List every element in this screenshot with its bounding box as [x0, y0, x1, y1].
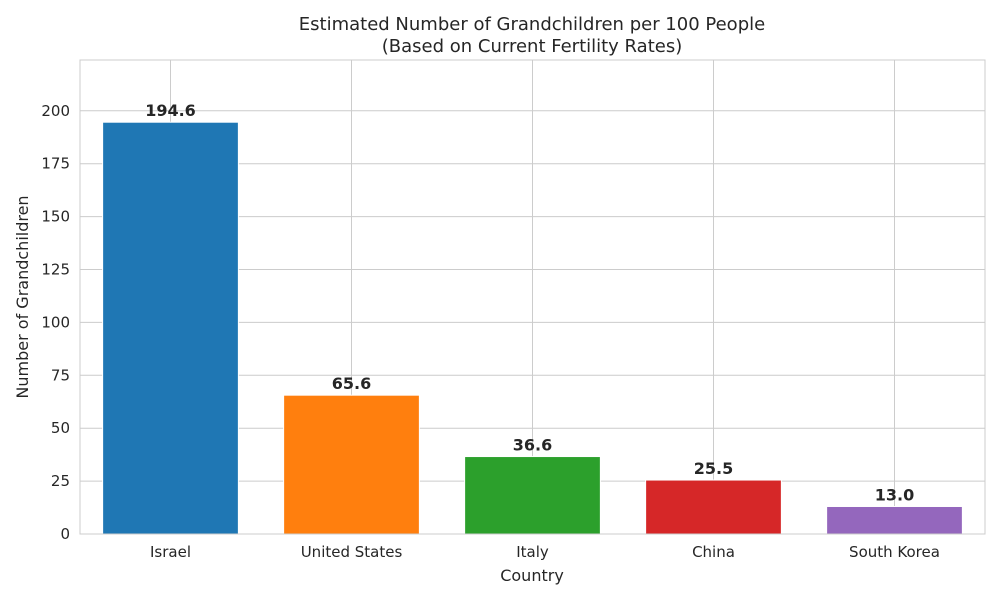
chart-subtitle: (Based on Current Fertility Rates)	[382, 36, 682, 57]
bar	[102, 121, 239, 535]
bar	[826, 505, 963, 535]
x-ticks: Israel United States Italy China South Korea	[150, 543, 940, 561]
y-tick-label: 0	[60, 525, 70, 543]
y-tick-label: 150	[41, 208, 70, 226]
y-tick-label: 100	[41, 313, 70, 331]
bar-value-labels: 194.6 65.6 36.6 25.5 13.0	[145, 101, 914, 504]
y-tick-label: 50	[51, 419, 70, 437]
y-tick-label: 25	[51, 472, 70, 490]
bar-value-label: 13.0	[875, 485, 914, 504]
x-axis-label: Country	[500, 566, 564, 585]
bars-layer	[102, 121, 963, 535]
y-tick-label: 175	[41, 155, 70, 173]
y-tick-label: 125	[41, 260, 70, 278]
x-tick-label: United States	[301, 543, 403, 561]
x-tick-label: South Korea	[849, 543, 940, 561]
y-axis-label: Number of Grandchildren	[13, 195, 32, 398]
x-tick-label: Israel	[150, 543, 191, 561]
y-tick-label: 75	[51, 366, 70, 384]
x-tick-label: Italy	[516, 543, 549, 561]
bar-value-label: 25.5	[694, 459, 733, 478]
bar	[283, 394, 420, 535]
bar-value-label: 194.6	[145, 101, 196, 120]
plot-frame	[79, 59, 986, 535]
bar-value-label: 65.6	[332, 374, 371, 393]
y-tick-label: 200	[41, 102, 70, 120]
bar	[645, 479, 782, 535]
bar-value-label: 36.6	[513, 436, 552, 455]
x-tick-label: China	[692, 543, 735, 561]
chart-title: Estimated Number of Grandchildren per 10…	[299, 14, 765, 35]
bar	[464, 456, 601, 535]
y-ticks: 0 25 50 75 100 125 150 175 200	[41, 102, 70, 543]
